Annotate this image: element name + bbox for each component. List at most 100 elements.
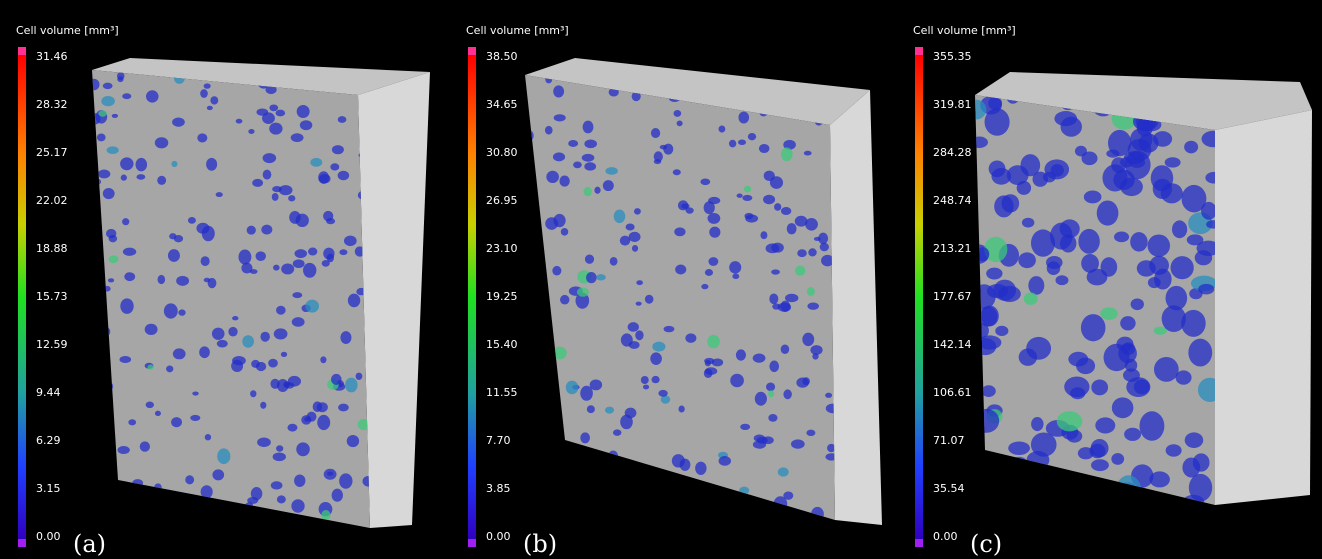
pore — [736, 193, 743, 198]
pore — [119, 355, 132, 364]
pore — [190, 414, 201, 422]
pore — [122, 218, 130, 226]
pore — [206, 105, 213, 111]
pore — [771, 242, 784, 253]
pore — [166, 365, 174, 373]
pore — [362, 476, 370, 487]
colorbar-title: Cell volume [mm³] — [913, 24, 1016, 37]
pore — [596, 274, 606, 281]
pore — [246, 225, 256, 235]
pore — [136, 174, 146, 180]
pore — [732, 273, 740, 279]
pore — [1120, 316, 1136, 331]
pore — [102, 82, 113, 90]
pore — [1194, 250, 1213, 266]
pore — [1078, 228, 1100, 254]
pore — [1081, 151, 1098, 166]
pore — [1091, 379, 1109, 396]
pore — [111, 113, 119, 118]
pore — [559, 175, 570, 187]
colorbar-gradient — [915, 55, 923, 539]
pore — [552, 265, 562, 276]
pore — [794, 215, 808, 227]
pore — [299, 120, 313, 131]
colorbar-tick-label: 6.29 — [36, 434, 61, 447]
pore — [203, 83, 211, 89]
pore — [210, 96, 219, 105]
pore — [783, 491, 794, 500]
pore — [310, 157, 323, 167]
pore — [795, 265, 806, 276]
pore — [546, 170, 559, 184]
pore — [1086, 268, 1108, 286]
pore — [763, 194, 776, 205]
pore — [318, 171, 330, 184]
sample-a — [92, 58, 430, 528]
pore — [139, 441, 151, 452]
pore — [695, 461, 707, 475]
colorbar-tick-label: 9.44 — [36, 386, 61, 399]
pore — [988, 160, 1006, 178]
pore — [287, 423, 298, 432]
pore — [573, 161, 582, 169]
pore — [568, 139, 579, 147]
pore — [135, 157, 148, 172]
pore — [157, 274, 166, 285]
pore — [250, 390, 257, 398]
colorbar-tick-label: 19.25 — [486, 290, 518, 303]
pore — [355, 372, 363, 380]
pore — [232, 316, 239, 321]
colorbar-title: Cell volume [mm³] — [466, 24, 569, 37]
pore — [1188, 473, 1213, 502]
colorbar-tick-label: 28.32 — [36, 98, 68, 111]
pore — [101, 96, 115, 107]
pore — [658, 389, 668, 397]
pore — [306, 411, 317, 422]
colorbar-gradient — [468, 55, 476, 539]
pore — [247, 496, 259, 504]
pore — [1153, 326, 1167, 335]
pore — [780, 344, 790, 354]
pore — [211, 327, 225, 340]
colorbar-top — [915, 47, 923, 55]
pore — [752, 353, 766, 363]
pore — [201, 225, 215, 242]
pore — [625, 223, 635, 231]
pore — [280, 351, 288, 358]
pore — [288, 195, 296, 202]
pore — [675, 264, 687, 275]
pore — [331, 373, 342, 385]
pore — [807, 302, 819, 310]
pore — [154, 410, 161, 417]
pore — [1186, 234, 1204, 246]
pore — [260, 401, 267, 409]
pore — [122, 247, 137, 256]
pore — [631, 245, 639, 252]
pore — [560, 228, 569, 236]
colorbar-top — [18, 47, 26, 55]
pore — [642, 384, 650, 390]
pore — [269, 122, 283, 135]
pore — [1149, 471, 1170, 488]
pore — [107, 278, 115, 283]
pore — [553, 114, 566, 122]
pore — [108, 255, 119, 264]
colorbar-tick-label: 106.61 — [933, 386, 972, 399]
pore — [1113, 231, 1130, 243]
pore — [553, 346, 567, 360]
pore — [331, 145, 344, 155]
pore — [262, 153, 277, 164]
pore — [339, 473, 353, 489]
pore — [743, 185, 752, 193]
pore — [711, 358, 724, 367]
pore — [1139, 411, 1165, 441]
pore — [1023, 292, 1038, 305]
pore — [627, 322, 639, 332]
pore — [790, 439, 805, 449]
pore — [199, 346, 210, 359]
pore — [347, 293, 361, 308]
pore — [106, 146, 119, 154]
colorbar-tick-label: 0.00 — [36, 530, 61, 543]
pore — [212, 469, 225, 481]
pore — [294, 249, 307, 259]
